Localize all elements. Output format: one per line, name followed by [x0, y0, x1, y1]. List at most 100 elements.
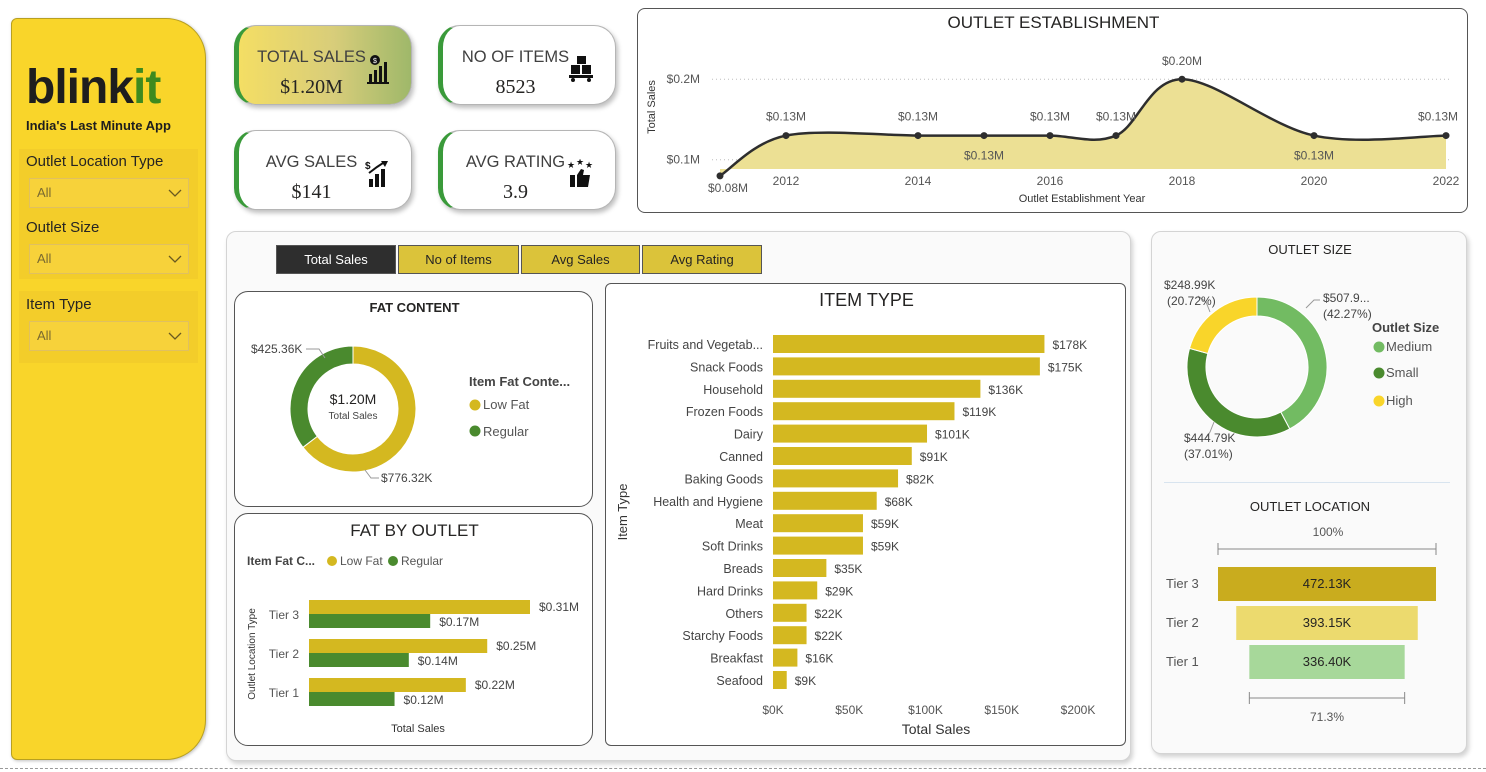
tagline: India's Last Minute App	[26, 118, 171, 133]
item-bar	[773, 648, 798, 667]
kpi-no-of-items: NO OF ITEMS 8523	[438, 25, 616, 105]
x-tick-label: $50K	[835, 703, 863, 717]
funnel-top-pct: 100%	[1313, 525, 1344, 539]
series-line	[719, 77, 1447, 177]
money-chart-icon: $	[367, 55, 389, 84]
x-tick-label: 2020	[1301, 174, 1328, 188]
bottom-divider	[0, 768, 1486, 769]
svg-text:★: ★	[576, 159, 584, 167]
divider	[1164, 482, 1450, 483]
item-type-panel: ITEM TYPE $178K Fruits and Vegetab... $175…	[605, 283, 1126, 746]
x-tick-label: 2016	[1037, 174, 1064, 188]
item-category-label: Baking Goods	[684, 472, 763, 486]
fat-by-outlet-title: FAT BY OUTLET	[350, 521, 479, 540]
right-chart-panel: OUTLET SIZE OUTLET LOCATION $507.9... (42…	[1151, 231, 1467, 754]
x-tick-label: 2022	[1433, 174, 1460, 188]
data-point	[980, 132, 988, 140]
x-axis-label: Total Sales	[391, 723, 445, 735]
chevron-down-icon	[168, 255, 182, 263]
item-category-label: Dairy	[734, 428, 764, 442]
bar-label-regular: $0.17M	[439, 615, 479, 629]
kpi-label: AVG RATING	[465, 153, 566, 171]
item-bar	[773, 559, 827, 577]
item-bar	[773, 514, 863, 533]
item-category-label: Canned	[719, 450, 763, 464]
x-tick-label: $0K	[762, 703, 783, 717]
outlet-size-dropdown[interactable]: All	[29, 244, 189, 274]
funnel-bar-label: 393.15K	[1303, 615, 1352, 630]
legend-dot-regular	[469, 425, 481, 437]
legend-label: Regular	[401, 554, 443, 568]
item-bar	[773, 603, 807, 622]
bar-low-fat	[309, 639, 488, 653]
fat-content-title: FAT CONTENT	[369, 300, 460, 315]
legend-title: Item Fat C...	[247, 554, 315, 568]
tab-no-of-items[interactable]: No of Items	[398, 245, 519, 274]
item-category-label: Meat	[735, 517, 763, 531]
donut-slice-medium	[1256, 296, 1328, 430]
category-label: Tier 1	[269, 686, 300, 700]
boxes-icon	[569, 56, 593, 82]
legend-label: Low Fat	[340, 554, 383, 568]
item-bar	[773, 424, 928, 443]
donut-slice-high	[1188, 296, 1258, 355]
data-point	[782, 132, 790, 140]
slicer-title-size: Outlet Size	[26, 219, 100, 236]
x-tick-label: $200K	[1061, 703, 1096, 717]
slice-label-small: $444.79K	[1184, 431, 1235, 445]
item-category-label: Breads	[723, 562, 763, 576]
x-tick-label: $100K	[908, 703, 943, 717]
svg-text:$: $	[365, 161, 371, 172]
item-bar-label: $101K	[935, 428, 970, 442]
data-label: $0.20M	[1162, 54, 1202, 68]
tab-total-sales[interactable]: Total Sales	[276, 245, 396, 274]
slice-label-medium-pct: (42.27%)	[1323, 307, 1372, 321]
growth-chart-icon: $	[365, 161, 388, 187]
logo-accent: it	[133, 61, 161, 114]
kpi-label: TOTAL SALES	[257, 48, 366, 66]
x-axis-label: Total Sales	[902, 721, 970, 737]
data-label: $0.13M	[964, 149, 1004, 163]
legend-dot-low-fat	[469, 399, 481, 411]
item-bar-label: $22K	[815, 629, 843, 643]
data-point	[1442, 132, 1450, 140]
funnel-bar	[1218, 567, 1436, 601]
item-bar	[773, 671, 787, 689]
funnel-bar	[1236, 606, 1418, 640]
tab-avg-sales[interactable]: Avg Sales	[521, 245, 640, 274]
outlet-location-dropdown[interactable]: All	[29, 178, 189, 208]
bar-label-low-fat: $0.25M	[496, 639, 536, 653]
data-point	[1310, 132, 1318, 140]
funnel-category-label: Tier 1	[1166, 654, 1199, 669]
legend-dot	[1373, 367, 1385, 379]
item-category-label: Soft Drinks	[702, 540, 763, 554]
bar-regular	[309, 692, 395, 706]
donut-slice-regular	[289, 345, 354, 448]
kpi-value: $1.20M	[280, 76, 343, 98]
x-tick-label: 2018	[1169, 174, 1196, 188]
data-label: $0.13M	[1418, 110, 1458, 124]
item-category-label: Snack Foods	[690, 360, 763, 374]
chevron-down-icon	[168, 189, 182, 197]
kpi-avg-sales: AVG SALES $141 $	[234, 130, 412, 210]
bar-label-low-fat: $0.22M	[475, 678, 515, 692]
item-type-dropdown[interactable]: All	[29, 321, 189, 351]
slice-label-medium: $507.9...	[1323, 291, 1370, 305]
data-point	[914, 132, 922, 140]
item-category-label: Breakfast	[710, 652, 763, 666]
y-tick-label: $0.2M	[667, 72, 700, 86]
item-bar	[773, 379, 981, 398]
funnel-category-label: Tier 3	[1166, 576, 1199, 591]
tab-avg-rating[interactable]: Avg Rating	[642, 245, 762, 274]
legend-dot-low-fat	[327, 556, 337, 566]
funnel-category-label: Tier 2	[1166, 615, 1199, 630]
slicer-title-location: Outlet Location Type	[26, 153, 164, 170]
y-axis-label: Total Sales	[646, 80, 658, 134]
y-tick-label: $0.1M	[667, 153, 700, 167]
slice-label-small-pct: (37.01%)	[1184, 447, 1233, 461]
dropdown-value: All	[37, 251, 52, 266]
fat-by-outlet-chart: Item Fat C... Low Fat Regular $0.31M $0.17M T…	[247, 554, 579, 735]
fat-content-donut: $1.20M Total Sales $425.36K $776.32K Item Fa…	[251, 342, 570, 485]
funnel-bottom-pct: 71.3%	[1310, 710, 1344, 724]
slice-label-low-fat: $776.32K	[381, 471, 432, 485]
